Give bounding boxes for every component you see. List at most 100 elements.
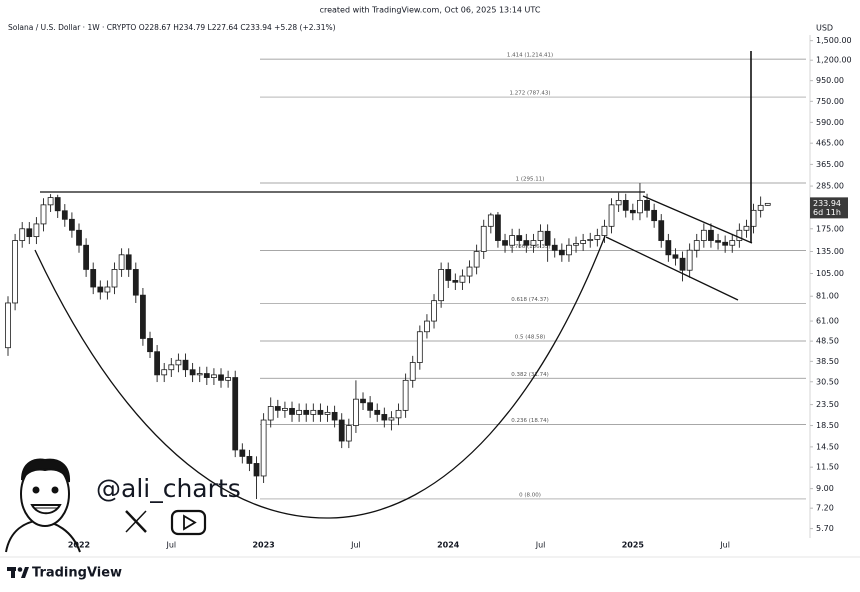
fib-label: 0.382 (31.74)	[511, 372, 549, 378]
candle-body	[246, 456, 253, 464]
candle-body	[111, 269, 118, 288]
y-tick-label: 105.00	[816, 269, 844, 278]
candle-body	[175, 359, 182, 366]
candle-body	[693, 240, 700, 251]
candle-body	[189, 369, 196, 376]
x-tick-label: 2025	[622, 541, 645, 550]
last-price-tag	[810, 197, 848, 219]
candle-body	[161, 369, 168, 376]
fib-label: 0.786 (136.35)	[509, 244, 550, 250]
candle-body	[26, 228, 33, 238]
candle-body	[544, 230, 551, 246]
avatar-hair	[21, 458, 71, 483]
candle-body	[196, 373, 203, 376]
candle-body	[502, 240, 508, 246]
candle-body	[239, 449, 246, 457]
candle-body	[97, 286, 104, 293]
candle-body	[388, 417, 395, 421]
countdown-label: 6d 11h	[813, 208, 841, 217]
brand-logo	[7, 567, 29, 578]
y-tick-label: 465.00	[816, 139, 844, 148]
x-icon	[125, 510, 147, 533]
channel-lower	[605, 236, 739, 301]
candle-body	[303, 409, 310, 415]
candle-body	[686, 249, 693, 271]
y-tick-label: 175.00	[816, 224, 844, 233]
logo-slash	[21, 567, 29, 578]
pattern-drawings	[34, 51, 753, 519]
y-tick-label: 590.00	[816, 118, 844, 127]
x-tick-label: Jul	[350, 541, 361, 550]
candle-body	[473, 251, 480, 268]
candle-body	[338, 419, 345, 442]
candle-body	[282, 407, 288, 411]
youtube-frame	[170, 509, 207, 536]
candle-body	[12, 240, 18, 304]
candle-body	[360, 398, 366, 404]
candle-body	[125, 254, 132, 270]
y-tick-label: 7.20	[816, 504, 834, 513]
candle-body	[601, 225, 608, 236]
y-tick-label: 14.50	[816, 442, 839, 451]
watermark-handle: @ali_charts	[96, 474, 241, 503]
candle-body	[715, 240, 721, 243]
candle-body	[651, 209, 658, 222]
candle-body	[644, 199, 650, 211]
candle-body	[573, 243, 579, 246]
candle-body	[594, 235, 601, 240]
fib-label: 0.618 (74.37)	[511, 297, 549, 303]
candle-body	[438, 269, 445, 302]
candle-body	[225, 377, 231, 381]
candle-body	[523, 240, 530, 246]
candle-body	[374, 409, 381, 415]
candle-body	[69, 218, 75, 231]
candle-body	[445, 269, 452, 281]
candle-body	[104, 286, 111, 293]
candle-body	[587, 239, 594, 241]
fib-label: 0.236 (18.74)	[511, 418, 549, 424]
candle-body	[5, 302, 11, 349]
y-tick-label: 285.00	[816, 182, 844, 191]
y-tick-label: 135.00	[816, 247, 844, 256]
candle-body	[83, 244, 89, 270]
youtube-icon	[170, 509, 207, 536]
fib-label: 1 (295.11)	[516, 177, 545, 183]
candle-body	[203, 373, 210, 378]
fib-retracement: 1.414 (1,214.41) 1.272 (787.43) 1 (295.11)…	[260, 53, 806, 500]
candle-body	[182, 359, 189, 371]
candle-body	[679, 257, 686, 271]
candle-body	[750, 209, 757, 227]
candle-body	[495, 214, 501, 241]
candle-body	[516, 235, 523, 241]
candle-body	[530, 240, 537, 246]
candle-body	[431, 300, 437, 322]
candle-body	[757, 204, 764, 211]
channel-upper	[642, 195, 753, 244]
logo-dot	[17, 567, 23, 572]
candle-body	[76, 229, 82, 246]
x-tick-label: 2022	[68, 541, 90, 550]
candle-body	[211, 374, 217, 378]
candle-body	[218, 374, 224, 381]
candle-body	[764, 202, 771, 206]
fib-label: 1.272 (787.43)	[509, 91, 550, 97]
candle-body	[658, 220, 665, 241]
candle-body	[367, 402, 374, 411]
candle-body	[665, 240, 672, 256]
currency: USD	[816, 24, 833, 33]
x-tick-label: Jul	[719, 541, 730, 550]
x-tick-label: Jul	[165, 541, 176, 550]
candle-body	[622, 199, 629, 211]
fib-label: 0 (8.00)	[519, 492, 541, 498]
brand-name: TradingView	[32, 566, 122, 581]
symbol-info: Solana / U.S. Dollar · 1W · CRYPTO O228.…	[8, 23, 336, 32]
candle-body	[708, 229, 714, 241]
candle-body	[353, 398, 359, 426]
youtube-play	[183, 514, 197, 531]
candle-body	[722, 241, 729, 246]
candle-body	[296, 409, 303, 415]
candle-body	[480, 225, 487, 252]
candle-body	[61, 210, 68, 220]
candle-body	[566, 244, 572, 256]
